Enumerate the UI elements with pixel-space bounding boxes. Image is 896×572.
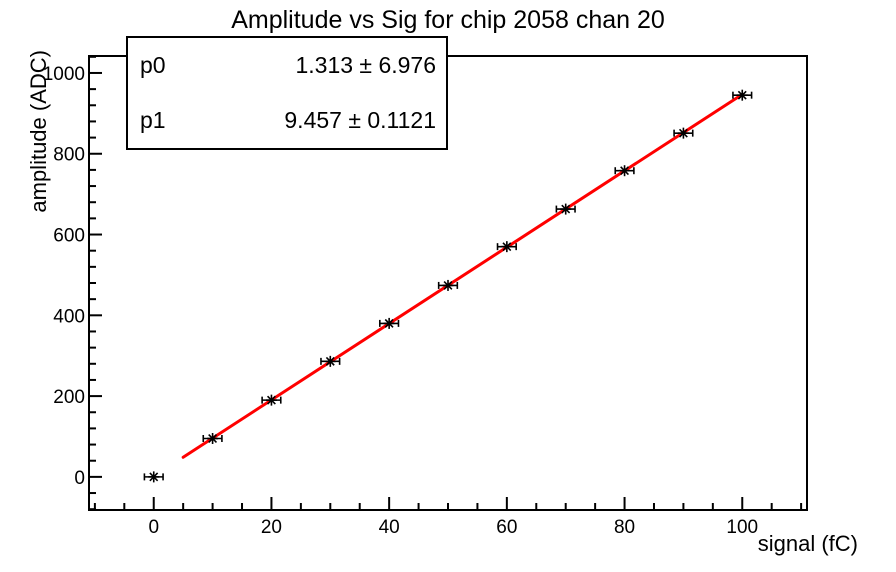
y-axis-tick-label: 600 [53,226,85,247]
x-axis-tick-label: 80 [614,517,635,538]
x-axis-tick-label: 40 [379,517,400,538]
stats-row-p1: p1 9.457 ± 0.1121 [128,93,446,148]
x-axis-title: signal (fC) [758,531,858,556]
y-axis-tick-label: 200 [53,387,85,408]
stats-param-name: p0 [140,52,166,78]
y-axis-title: amplitude (ADC) [26,50,51,213]
y-axis-tick-label: 800 [53,145,85,166]
data-point-marker [502,242,512,252]
stats-param-value: 9.457 ± 0.1121 [284,107,436,133]
x-axis-tick-label: 60 [496,517,517,538]
data-point-marker [678,128,688,138]
x-axis-tick-label: 20 [261,517,282,538]
stats-param-value: 1.313 ± 6.976 [295,52,436,78]
stats-row-p0: p0 1.313 ± 6.976 [128,38,446,93]
fit-stats-box: p0 1.313 ± 6.976 p1 9.457 ± 0.1121 [126,36,448,150]
x-axis-tick-label: 100 [726,517,758,538]
stats-param-name: p1 [140,107,166,133]
fit-line [181,92,744,459]
x-axis-tick-label: 0 [148,517,159,538]
data-point-marker [325,356,335,366]
data-point-marker [620,166,630,176]
y-axis-tick-label: 400 [53,306,85,327]
data-point-marker [737,90,747,100]
data-point-marker [208,434,218,443]
y-axis-tick-label: 0 [74,468,85,489]
data-point-marker [384,318,394,328]
chart-title: Amplitude vs Sig for chip 2058 chan 20 [231,6,665,34]
data-point-marker [149,472,159,482]
data-point-marker [443,280,453,290]
data-point-marker [266,395,276,405]
y-axis-tick-label: 1000 [43,64,85,85]
data-point-marker [561,204,571,214]
